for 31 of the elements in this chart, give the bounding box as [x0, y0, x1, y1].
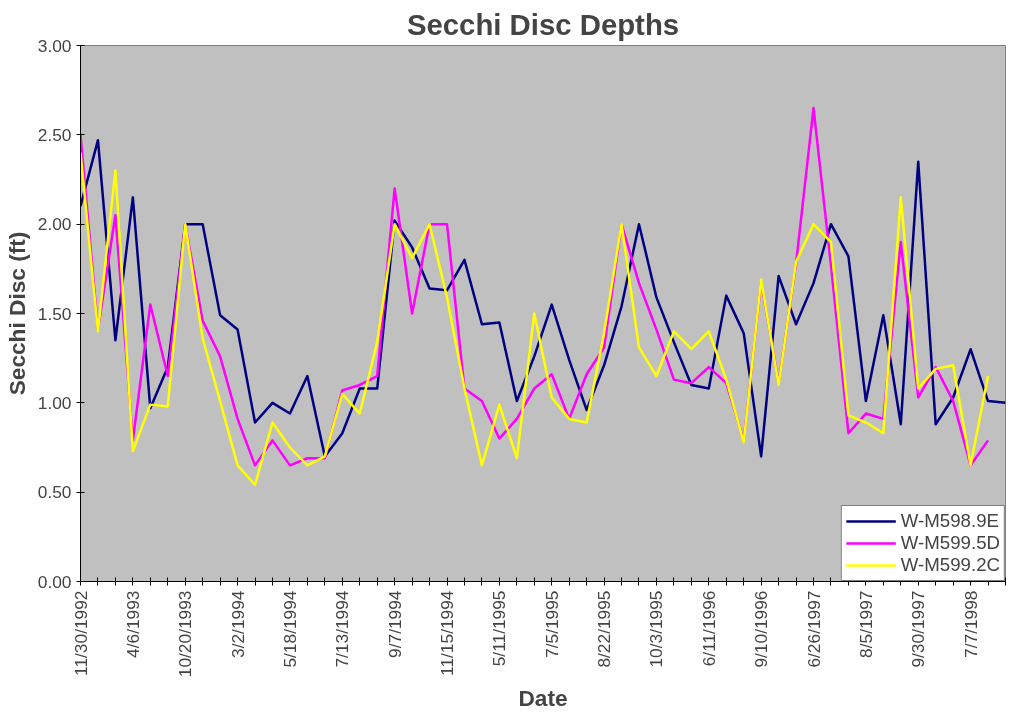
x-tick-label: 9/10/1996 [751, 590, 772, 668]
y-axis-title: Secchi Disc (ft) [3, 231, 30, 396]
x-tick-label: 9/30/1997 [908, 590, 929, 668]
x-tick-label: 11/30/1992 [70, 590, 91, 676]
x-axis-title: Date [518, 685, 568, 712]
x-tick-label: 6/26/1997 [803, 590, 824, 668]
x-tick-label: 3/2/1994 [227, 590, 248, 658]
y-tick-label: 0.50 [37, 482, 72, 503]
y-tick-label: 2.50 [37, 124, 72, 145]
x-tick-label: 8/5/1997 [855, 590, 876, 658]
chart-title: Secchi Disc Depths [406, 7, 680, 41]
y-tick-label: 1.00 [37, 392, 72, 413]
x-tick-label: 7/5/1995 [541, 590, 562, 658]
x-tick-label: 5/11/1995 [489, 590, 510, 667]
y-tick-label: 2.00 [37, 214, 72, 235]
legend-label: W-M599.2C [900, 554, 1000, 576]
x-tick-label: 7/13/1994 [332, 590, 353, 668]
x-tick-label: 8/22/1995 [594, 590, 615, 668]
x-tick-label: 7/7/1998 [960, 590, 981, 658]
legend-label: W-M599.5D [900, 532, 1000, 554]
y-tick-label: 0.00 [37, 571, 72, 592]
x-tick-label: 10/3/1995 [646, 590, 667, 668]
x-tick-label: 6/11/1996 [698, 590, 719, 667]
x-tick-label: 4/6/1993 [122, 590, 143, 658]
x-tick-label: 9/7/1994 [384, 590, 405, 658]
y-tick-label: 3.00 [37, 35, 72, 56]
x-tick-label: 10/20/1993 [175, 590, 196, 678]
legend-label: W-M598.9E [900, 510, 999, 532]
x-tick-label: 11/15/1994 [437, 590, 458, 676]
x-tick-label: 5/18/1994 [279, 590, 300, 668]
y-tick-label: 1.50 [37, 303, 72, 324]
